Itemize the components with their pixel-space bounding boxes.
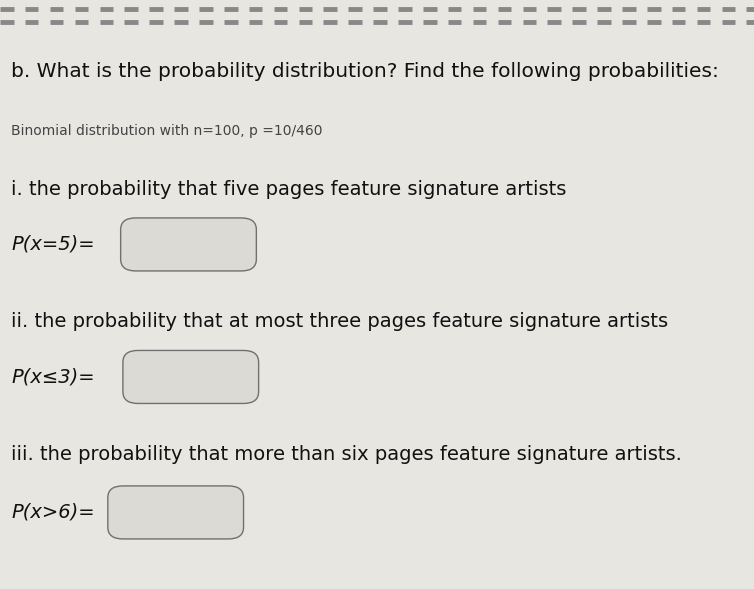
Text: ii. the probability that at most three pages feature signature artists: ii. the probability that at most three p…: [11, 312, 669, 331]
FancyBboxPatch shape: [121, 218, 256, 271]
Text: i. the probability that five pages feature signature artists: i. the probability that five pages featu…: [11, 180, 567, 198]
Text: Binomial distribution with n=100, p =10/460: Binomial distribution with n=100, p =10/…: [11, 124, 323, 138]
FancyBboxPatch shape: [123, 350, 259, 403]
Text: P(x≤3)=: P(x≤3)=: [11, 368, 95, 386]
Text: iii. the probability that more than six pages feature signature artists.: iii. the probability that more than six …: [11, 445, 682, 464]
Text: P(x>6)=: P(x>6)=: [11, 503, 95, 522]
Text: P(x=5)=: P(x=5)=: [11, 235, 95, 254]
FancyBboxPatch shape: [108, 486, 244, 539]
Text: b. What is the probability distribution? Find the following probabilities:: b. What is the probability distribution?…: [11, 62, 719, 81]
